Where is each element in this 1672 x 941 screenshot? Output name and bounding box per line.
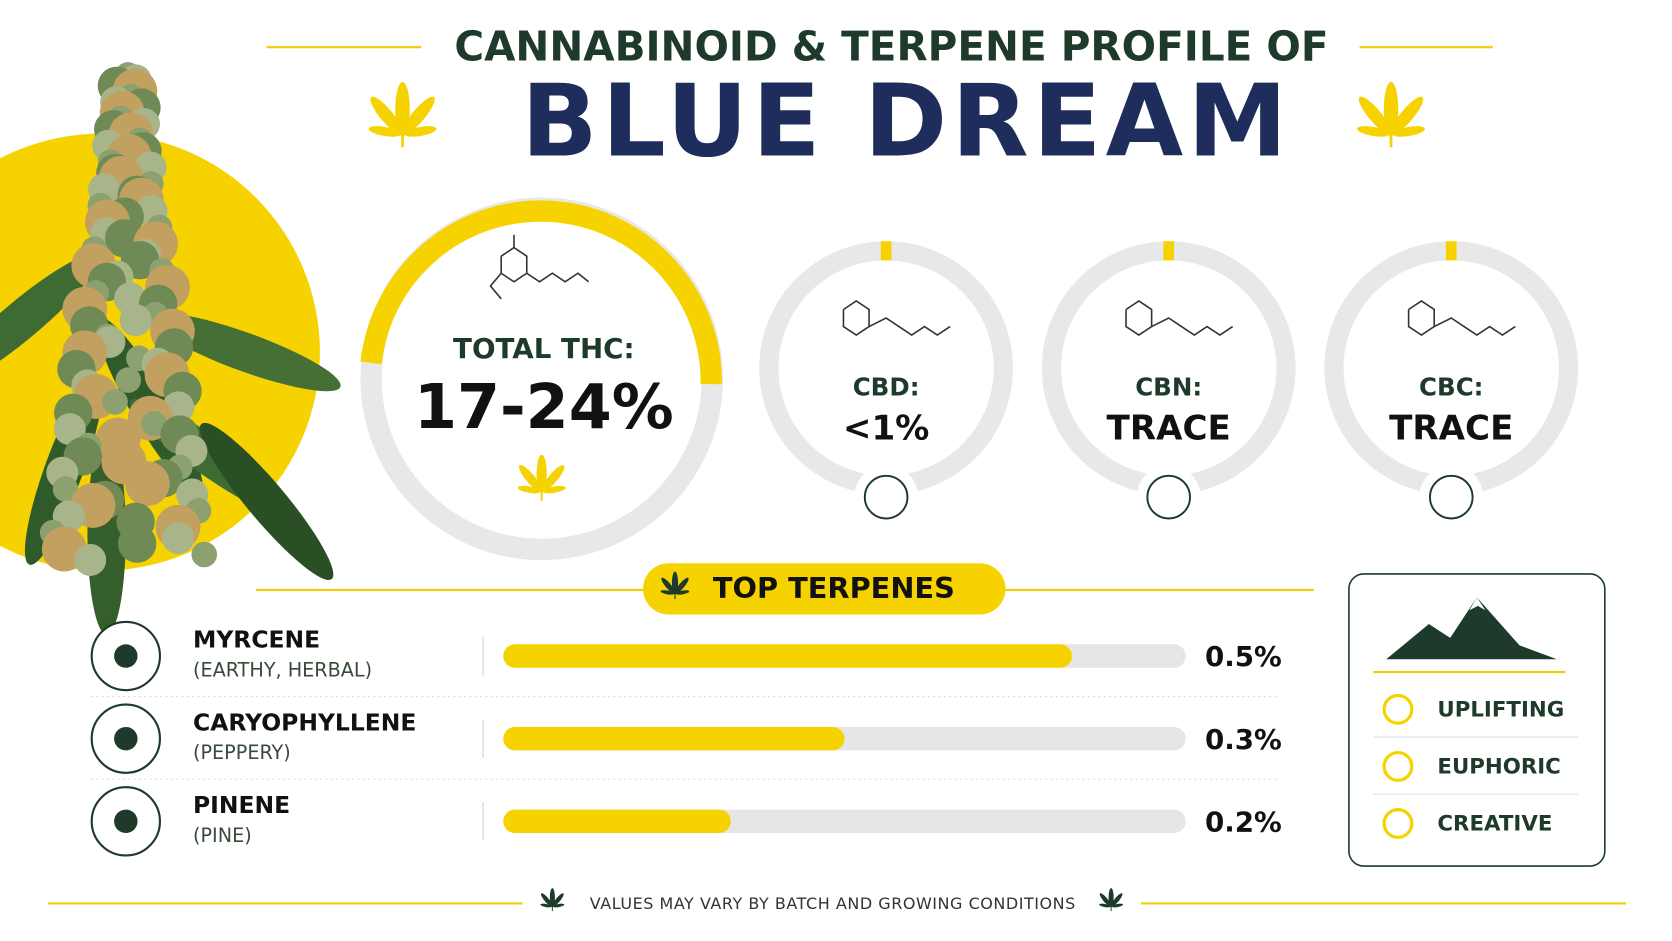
cannabinoid-label: CBN: [1135,372,1202,401]
bud [191,541,218,568]
bond [1125,299,1153,337]
effect-icon [1382,693,1414,725]
bond [842,299,870,337]
molecule [489,234,590,300]
bud [141,410,167,437]
section-pill [642,563,1006,615]
bud [74,543,107,576]
plant-leaf [0,253,100,387]
molecule [842,299,951,337]
cannabinoid-label: CBD: [853,372,920,401]
leaf-icon [1098,888,1124,912]
cannabinoid-value: 17-24% [414,371,674,443]
plant-leaf [199,422,334,580]
effect-label: EUPHORIC [1437,754,1560,779]
cannabinoid-label: CBC: [1419,372,1483,401]
terpene-name: CARYOPHYLLENE [193,708,416,736]
mountain-icon [1386,597,1557,660]
ring [1041,241,1296,496]
bar-value: 0.3% [1205,723,1282,756]
bond [1407,299,1436,337]
title: CANNABINOID & TERPENE PROFILE OF [454,22,1328,70]
bud [162,522,195,555]
molecule [1125,299,1234,337]
icon [1146,474,1191,520]
leaf-icon [366,82,439,148]
effect-label: UPLIFTING [1437,697,1564,722]
bud [102,389,128,415]
cannabinoid-value: TRACE [1107,408,1231,448]
terpene-icon-dot [114,644,138,668]
bond [868,317,951,337]
terpene-icon-dot [114,726,138,751]
effect-icon [1382,807,1414,839]
bar [503,809,731,834]
ring-tick [1163,241,1175,261]
terpene-note: (EARTHY, HERBAL) [193,658,372,681]
bud [53,413,86,446]
icon-backdrop [854,465,919,530]
bud [117,524,157,563]
ring-tick [1445,241,1457,261]
ring-tick [880,241,892,261]
plant-image [0,62,341,635]
ring [1324,241,1579,496]
section-title: TOP TERPENES [713,571,955,605]
ring [759,241,1014,496]
bar [503,726,845,751]
ring-arc [360,200,722,385]
bar [503,644,1073,668]
icon [1428,474,1474,520]
effect-icon [1382,750,1414,782]
terpene-note: (PINE) [193,824,252,847]
terpene-note: (PEPPERY) [193,741,291,764]
leaf-icon [539,888,566,912]
bar-value: 0.2% [1205,805,1282,838]
leaf-icon [1354,82,1428,148]
bud [52,476,79,502]
icon-backdrop [1419,465,1484,530]
strain-name: BLUE DREAM [521,63,1291,180]
bond [1151,317,1234,337]
bond [1433,317,1516,337]
bud [115,367,142,393]
effect-label: CREATIVE [1437,812,1552,837]
footer-note: VALUES MAY VARY BY BATCH AND GROWING CON… [590,894,1076,913]
terpene-icon-dot [114,809,138,834]
bar-value: 0.5% [1205,640,1282,673]
terpene-name: MYRCENE [193,626,320,654]
molecule [1407,299,1516,337]
icon-backdrop [1136,465,1201,530]
bud [119,304,152,337]
cannabinoid-label: TOTAL THC: [453,332,635,365]
leaf-icon [516,454,568,501]
cannabinoid-value: <1% [843,408,930,448]
plant-leaf [149,313,341,392]
terpene-name: PINENE [193,791,290,819]
cannabinoid-value: TRACE [1389,408,1513,448]
bud [124,461,170,507]
icon [863,474,909,520]
